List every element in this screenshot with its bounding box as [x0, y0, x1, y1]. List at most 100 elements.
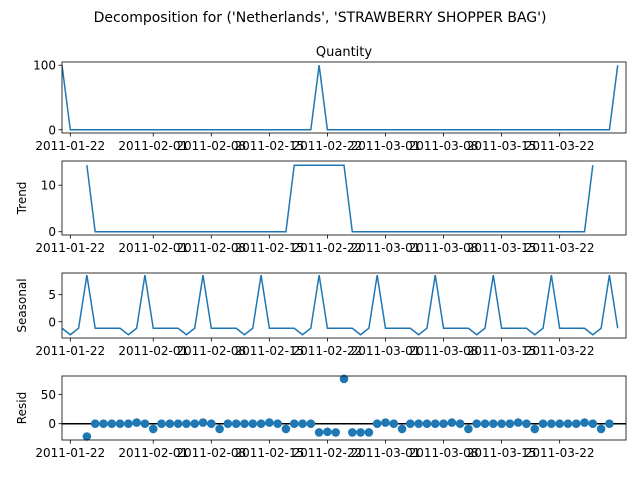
resid-point	[414, 419, 423, 429]
resid-point	[513, 418, 523, 427]
x-tick-label: 2011-03-01	[351, 446, 421, 460]
panel-seasonal: Seasonal 0 5 2011-01-22 2011-02-012011-02-08…	[15, 272, 627, 358]
resid-point	[107, 419, 117, 429]
x-tick-label: 2011-02-22	[293, 344, 363, 358]
axes-frame	[61, 160, 627, 236]
series-line	[62, 65, 619, 131]
resid-point	[273, 419, 282, 429]
resid-point	[480, 419, 490, 429]
x-tick-label: 2011-03-22	[525, 344, 595, 358]
resid-point	[447, 418, 457, 427]
axes-frame	[61, 375, 627, 441]
resid-point	[372, 419, 382, 429]
y-tick-label: 100	[33, 59, 56, 73]
y-tick-label: 10	[41, 179, 56, 193]
resid-point	[265, 418, 274, 427]
x-tick-label: 2011-03-22	[525, 139, 595, 153]
resid-point	[389, 419, 399, 429]
x-tick-label: 2011-03-22	[525, 446, 595, 460]
x-tick-label: 2011-02-08	[176, 446, 246, 460]
resid-point	[347, 428, 357, 437]
resid-point	[306, 419, 316, 429]
x-tick-label: 2011-03-01	[351, 344, 421, 358]
figure-suptitle: Decomposition for ('Netherlands', 'STRAW…	[94, 10, 547, 26]
series-line	[86, 164, 594, 233]
y-tick-label: 0	[48, 123, 56, 137]
resid-point	[555, 419, 564, 429]
resid-point	[182, 419, 191, 429]
resid-point	[430, 419, 440, 429]
resid-point	[82, 432, 92, 441]
resid-point	[331, 428, 341, 437]
resid-point	[99, 419, 108, 429]
x-tick-label: 2011-01-22	[35, 241, 105, 255]
x-tick-label: 2011-02-15	[234, 446, 304, 460]
resid-point	[248, 419, 258, 429]
resid-point	[223, 419, 233, 429]
resid-point	[439, 419, 448, 429]
resid-point	[397, 424, 407, 434]
y-axis-label: Resid	[15, 392, 29, 424]
axes-frame	[61, 61, 627, 134]
resid-point	[422, 419, 432, 429]
resid-point	[596, 424, 606, 434]
x-tick-label: 2011-01-22	[35, 139, 105, 153]
x-tick-label: 2011-03-15	[467, 344, 537, 358]
y-tick-label: 0	[48, 417, 56, 431]
x-tick-label: 2011-03-08	[409, 139, 479, 153]
resid-point	[588, 419, 598, 429]
x-tick-label: 2011-02-08	[176, 241, 246, 255]
resid-point	[406, 419, 415, 429]
resid-point	[298, 419, 307, 429]
x-tick-label: 2011-03-01	[351, 241, 421, 255]
resid-point	[206, 419, 216, 429]
resid-point	[231, 419, 241, 429]
x-tick-label: 2011-03-22	[525, 241, 595, 255]
x-tick-label: 2011-02-08	[176, 344, 246, 358]
resid-point	[505, 419, 515, 429]
y-tick-label: 50	[41, 388, 56, 402]
resid-point	[281, 424, 291, 434]
y-tick-label: 0	[48, 315, 56, 329]
y-axis-label: Seasonal	[15, 278, 29, 332]
resid-point	[90, 419, 100, 429]
x-tick-label: 2011-02-22	[293, 139, 363, 153]
resid-point	[190, 419, 200, 429]
resid-point	[165, 419, 175, 429]
resid-point	[140, 419, 150, 429]
x-tick-label: 2011-02-01	[118, 446, 188, 460]
resid-point	[472, 419, 482, 429]
resid-point	[289, 419, 299, 429]
x-tick-label: 2011-03-08	[409, 241, 479, 255]
x-tick-label: 2011-02-01	[118, 344, 188, 358]
resid-point	[571, 419, 581, 429]
resid-point	[339, 374, 349, 384]
x-tick-label: 2011-03-15	[467, 241, 537, 255]
resid-point	[464, 424, 473, 434]
x-tick-label: 2011-03-01	[351, 139, 421, 153]
resid-point	[157, 419, 166, 429]
x-tick-label: 2011-03-08	[409, 344, 479, 358]
resid-point	[323, 427, 332, 437]
resid-point	[148, 424, 158, 434]
resid-point	[605, 419, 614, 429]
resid-point	[173, 419, 183, 429]
axes-frame	[61, 272, 627, 339]
resid-point	[455, 419, 465, 429]
x-tick-label: 2011-02-15	[234, 241, 304, 255]
resid-point	[522, 419, 531, 429]
panel-title: Quantity	[316, 45, 372, 60]
resid-point	[198, 418, 208, 427]
resid-point	[314, 428, 324, 437]
x-tick-label: 2011-02-01	[118, 241, 188, 255]
x-tick-label: 2011-02-01	[118, 139, 188, 153]
resid-point	[240, 419, 249, 429]
resid-point	[497, 419, 506, 429]
x-tick-label: 2011-01-22	[35, 446, 105, 460]
x-tick-label: 2011-02-08	[176, 139, 246, 153]
x-tick-label: 2011-03-15	[467, 139, 537, 153]
x-tick-label: 2011-03-08	[409, 446, 479, 460]
